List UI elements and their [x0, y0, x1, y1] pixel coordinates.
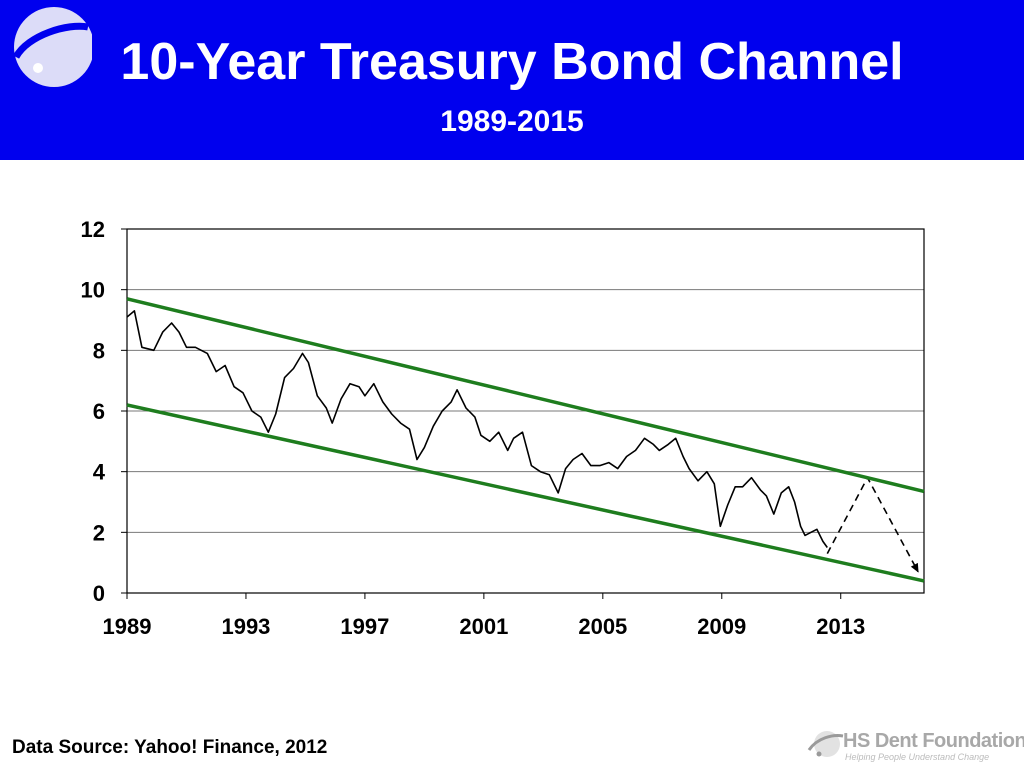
y-tick-label: 4 — [93, 460, 106, 485]
y-tick-labels: 0 2 4 6 8 10 12 — [81, 217, 127, 606]
page-subtitle: 1989-2015 — [440, 105, 584, 138]
yield-series-line — [126, 310, 828, 548]
channel-upper-line — [126, 297, 925, 494]
page-title: 10-Year Treasury Bond Channel — [120, 33, 904, 91]
y-tick-label: 12 — [81, 217, 105, 242]
y-tick-label: 0 — [93, 581, 105, 606]
x-tick-label: 2013 — [816, 614, 865, 639]
foundation-logo-name: HS Dent Foundation — [843, 730, 1024, 752]
x-tick-label: 2001 — [459, 614, 508, 639]
x-tick-label: 1989 — [103, 614, 152, 639]
x-tick-label: 1997 — [340, 614, 389, 639]
y-tick-label: 10 — [81, 278, 105, 303]
data-source-note: Data Source: Yahoo! Finance, 2012 — [12, 737, 328, 758]
projection-dashed-line — [826, 476, 919, 573]
series-group — [126, 297, 925, 583]
title-banner — [0, 0, 1024, 160]
x-tick-label: 1993 — [221, 614, 270, 639]
orbit-logo-icon — [807, 731, 844, 757]
gridlines — [127, 289, 924, 533]
y-tick-label: 8 — [93, 338, 105, 363]
orbit-logo-icon — [12, 7, 92, 87]
y-tick-label: 6 — [93, 399, 105, 424]
channel-lower-line — [126, 403, 925, 583]
x-tick-label: 2009 — [697, 614, 746, 639]
y-tick-label: 2 — [93, 520, 105, 545]
foundation-logo-tagline: Helping People Understand Change — [845, 752, 990, 762]
x-tick-labels: 1989 1993 1997 2001 2005 2009 2013 — [103, 593, 865, 639]
x-tick-label: 2005 — [578, 614, 627, 639]
